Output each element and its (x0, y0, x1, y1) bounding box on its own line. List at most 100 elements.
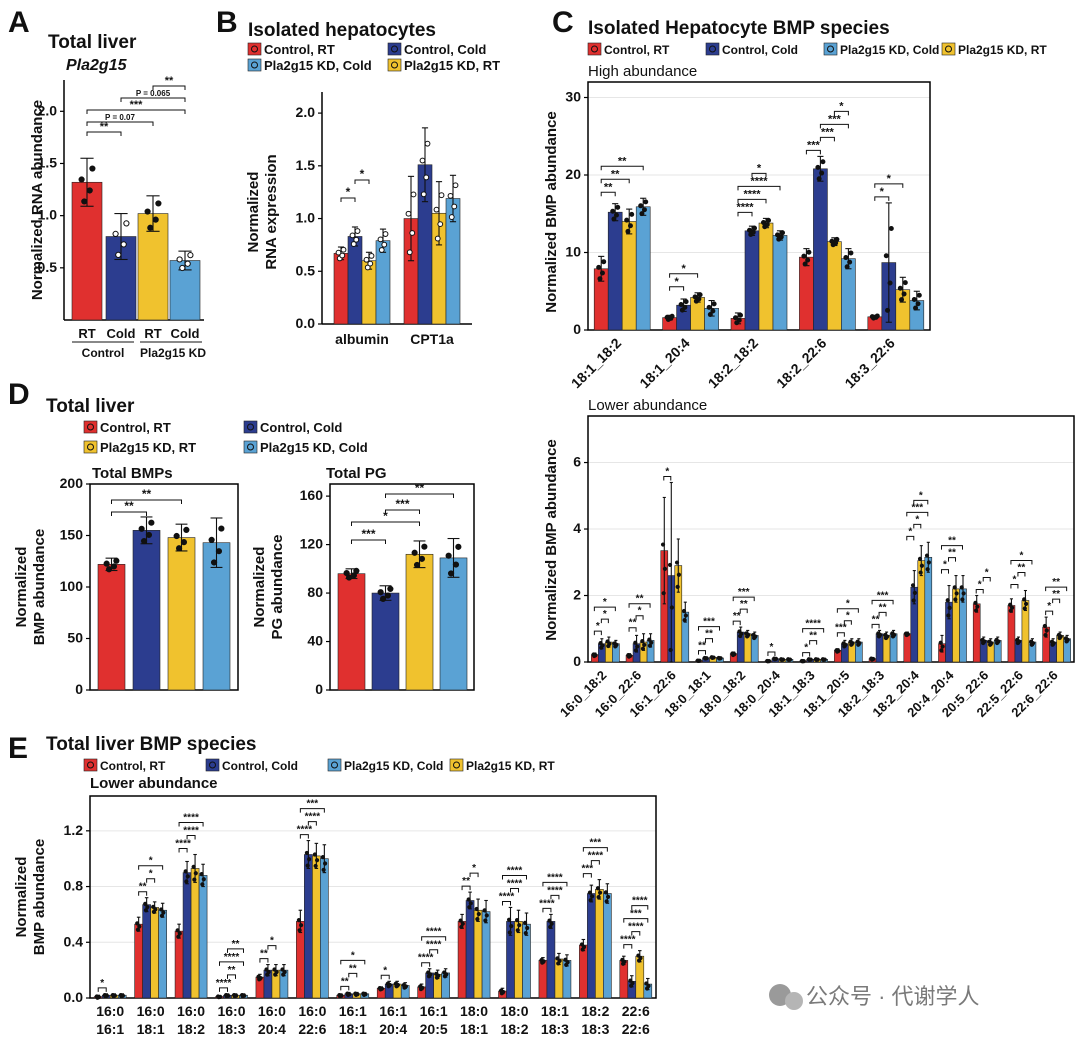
sig-label: * (915, 514, 919, 525)
sig-label: * (769, 642, 773, 653)
sig-bracket (340, 959, 366, 965)
sig-label: * (839, 100, 844, 112)
data-point (952, 585, 957, 590)
data-point (563, 957, 568, 962)
sig-label: ** (618, 155, 627, 167)
data-point (1044, 628, 1049, 633)
sig-bracket (340, 197, 356, 202)
panel-C-legend: Pla2g15 KD, RT (958, 43, 1047, 57)
data-point (1015, 637, 1020, 643)
data-point (549, 921, 554, 926)
data-point (159, 913, 165, 918)
sig-label: ** (1018, 563, 1026, 574)
data-point (939, 648, 944, 653)
data-point (343, 570, 350, 577)
sig-bracket (267, 945, 277, 950)
data-point (434, 235, 441, 242)
sig-bracket (421, 936, 447, 941)
x-tick-label-bottom: 22:6 (622, 1021, 650, 1037)
sig-bracket (299, 808, 325, 813)
x-tick-label-bottom: 18:3 (217, 1021, 245, 1037)
sig-label: * (383, 509, 388, 523)
legend-swatch (449, 758, 464, 772)
legend-swatch (705, 42, 720, 56)
data-point (732, 315, 738, 321)
data-point (105, 566, 113, 573)
legend-marker (591, 45, 598, 53)
x-tick-label-top: 16:0 (298, 1003, 326, 1019)
sig-label: **** (216, 978, 232, 989)
data-point (475, 917, 480, 922)
sig-label: *** (130, 99, 144, 111)
watermark-logo (769, 984, 803, 1010)
x-tick-label: 18:2_18:2 (705, 335, 762, 392)
data-point (903, 631, 909, 636)
sig-bracket (600, 618, 609, 624)
data-point (980, 637, 985, 643)
sig-label: *** (703, 617, 715, 628)
legend-swatch (247, 42, 262, 56)
sig-bracket (502, 874, 527, 880)
legend-swatch (83, 420, 98, 434)
data-point (148, 519, 155, 526)
sig-bracket (628, 627, 637, 632)
data-point (353, 991, 358, 996)
data-point (438, 192, 445, 199)
sig-label: * (1019, 551, 1023, 562)
data-point (557, 958, 562, 964)
sig-label: ** (611, 168, 620, 180)
data-point (885, 307, 891, 313)
data-point (353, 236, 360, 243)
sig-bracket (111, 499, 182, 504)
data-point (406, 249, 413, 256)
y-tick-label: 4 (573, 520, 581, 536)
panel-D-subtitle-bmp: Total BMPs (92, 465, 173, 482)
data-point (843, 255, 849, 261)
sig-bracket (227, 948, 244, 953)
legend-swatch (247, 58, 262, 72)
sig-label: **** (305, 812, 321, 823)
data-point (710, 308, 716, 314)
watermark-text: 公众号 · 代谢学人 (806, 984, 980, 1009)
sig-bracket (510, 887, 519, 893)
sig-bracket (385, 493, 454, 498)
data-point (180, 539, 188, 546)
sig-label: * (1047, 601, 1051, 612)
panel-A-gene: Pla2g15 (66, 57, 128, 74)
sig-label: ** (740, 599, 748, 610)
sig-bracket (1010, 560, 1033, 565)
data-point (610, 208, 616, 214)
data-point (410, 191, 417, 198)
sig-bracket (628, 603, 651, 608)
sig-bracket (1045, 586, 1068, 592)
bar (405, 553, 434, 691)
bar (538, 960, 548, 999)
sig-label: **** (736, 201, 754, 213)
data-point (381, 241, 388, 248)
sig-bracket (739, 608, 748, 614)
sig-label: * (472, 863, 476, 874)
bar (337, 573, 366, 691)
panel-C-legend: Pla2g15 KD, Cold (840, 43, 939, 57)
sig-label: ** (124, 499, 134, 513)
data-point (883, 253, 889, 259)
data-point (377, 589, 384, 596)
data-point (681, 608, 687, 614)
data-point (177, 931, 182, 936)
sig-bracket (429, 949, 439, 954)
data-point (426, 970, 431, 975)
data-point (627, 223, 633, 229)
data-point (587, 890, 593, 895)
sig-label: *** (828, 113, 842, 125)
data-point (345, 991, 350, 996)
x-tick-label-bottom: 20:5 (420, 1021, 448, 1037)
sig-label: **** (547, 872, 563, 883)
panel-D-ylabel-2: BMP abundance (31, 529, 48, 645)
sig-bracket (86, 131, 122, 136)
data-point (515, 928, 520, 933)
legend-marker (87, 443, 94, 451)
data-point (834, 236, 840, 242)
sig-bracket (809, 640, 818, 645)
legend-swatch (243, 420, 258, 434)
data-point (869, 314, 875, 320)
